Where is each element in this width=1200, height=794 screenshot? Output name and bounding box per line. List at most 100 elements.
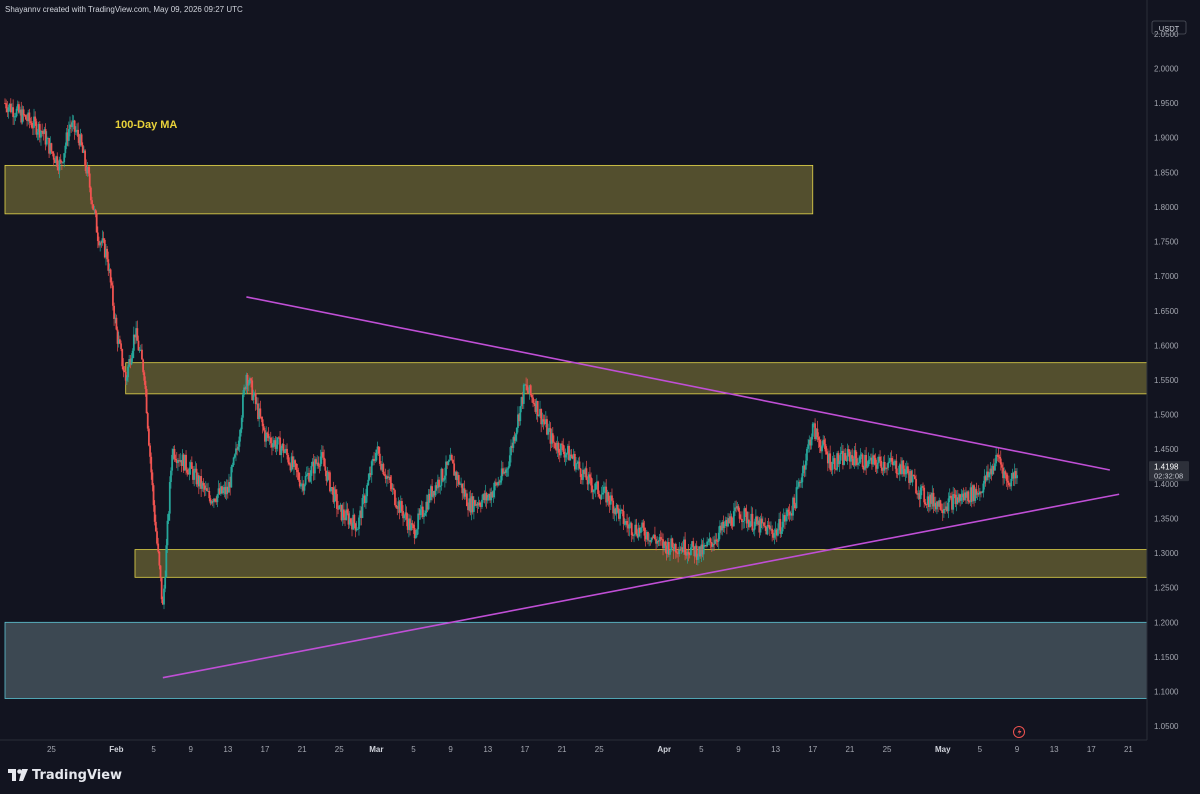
candle-body bbox=[789, 513, 792, 516]
candle-body bbox=[59, 159, 62, 162]
candle-body bbox=[669, 550, 671, 555]
candle-body bbox=[534, 404, 537, 412]
candle-body bbox=[330, 487, 333, 492]
candle-body bbox=[512, 437, 515, 448]
candle-body bbox=[316, 462, 319, 464]
candle-body bbox=[92, 204, 95, 210]
zone-supply[interactable] bbox=[4, 164, 814, 215]
candle-body bbox=[317, 462, 320, 466]
candle-body bbox=[101, 238, 104, 243]
candle-body bbox=[127, 366, 129, 378]
candle-body bbox=[122, 366, 125, 371]
candle-body bbox=[322, 452, 324, 458]
candle-body bbox=[403, 515, 406, 519]
candle-body bbox=[879, 456, 881, 461]
logo-text: TradingView bbox=[32, 767, 123, 783]
candle-body bbox=[197, 475, 200, 487]
candle-body bbox=[803, 465, 806, 470]
candle-body bbox=[948, 495, 951, 499]
candle-body bbox=[777, 528, 779, 536]
candle-body bbox=[630, 523, 633, 536]
zone-support[interactable] bbox=[134, 549, 1148, 578]
candle-body bbox=[56, 156, 59, 167]
time-tick: 13 bbox=[771, 745, 780, 754]
candle-body bbox=[490, 492, 493, 501]
candle-body bbox=[865, 454, 868, 468]
candle-body bbox=[730, 516, 733, 526]
candle-body bbox=[399, 501, 402, 513]
candle-body bbox=[109, 269, 112, 283]
candle-body bbox=[676, 552, 678, 554]
candle-body bbox=[336, 494, 338, 509]
candle-body bbox=[51, 151, 54, 154]
candle-body bbox=[861, 454, 864, 468]
candle-body bbox=[196, 475, 199, 485]
candle-body bbox=[875, 464, 878, 469]
candle-body bbox=[225, 486, 228, 495]
candle-body bbox=[686, 551, 689, 556]
candle-body bbox=[561, 443, 563, 445]
candle-body bbox=[960, 497, 963, 501]
candle-body bbox=[28, 112, 31, 122]
candle-body bbox=[128, 359, 131, 367]
candle-body bbox=[85, 165, 88, 174]
candle-body bbox=[984, 476, 987, 481]
candle-body bbox=[576, 463, 579, 464]
candle-body bbox=[528, 385, 531, 393]
candle-body bbox=[601, 492, 604, 495]
candle-body bbox=[333, 489, 336, 503]
candle-body bbox=[218, 488, 221, 494]
candle-body bbox=[388, 476, 391, 478]
candle-body bbox=[973, 485, 975, 501]
candle-body bbox=[788, 511, 791, 516]
candle-body bbox=[329, 472, 331, 492]
candle-body bbox=[620, 509, 623, 511]
time-axis[interactable]: 25 Feb 5 9 13 17 21 25 Mar 5 9 13 17 21 25 Apr 5 9 13 17 21 2… bbox=[0, 739, 1147, 754]
tradingview-logo[interactable]: TradingView bbox=[8, 766, 122, 784]
triangle-line-lower[interactable] bbox=[162, 493, 1120, 679]
candle-body bbox=[327, 472, 330, 474]
time-tick: 9 bbox=[448, 745, 453, 754]
candle-body bbox=[151, 472, 154, 486]
candle-body bbox=[535, 401, 538, 412]
candle-body bbox=[918, 493, 921, 500]
candle-body bbox=[573, 453, 576, 470]
candle-body bbox=[862, 467, 865, 470]
candle-body bbox=[996, 454, 999, 456]
candle-body bbox=[772, 533, 775, 538]
candle-body bbox=[384, 475, 387, 479]
candle-body bbox=[265, 432, 268, 442]
candle-body bbox=[785, 516, 787, 522]
candle-body bbox=[454, 472, 457, 476]
currency-badge[interactable]: USDT bbox=[1151, 20, 1187, 35]
triangle-line-upper[interactable] bbox=[246, 296, 1111, 471]
candle-body bbox=[428, 493, 431, 501]
candle-body bbox=[692, 541, 695, 547]
candle-body bbox=[79, 134, 82, 146]
candle-body bbox=[938, 500, 941, 507]
candle-body bbox=[69, 124, 71, 130]
time-tick: 5 bbox=[151, 745, 156, 754]
candle-body bbox=[793, 497, 796, 505]
candle-body bbox=[806, 448, 808, 461]
candle-body bbox=[562, 444, 565, 452]
zone-demand[interactable] bbox=[4, 621, 1148, 699]
candle-body bbox=[334, 489, 337, 495]
candle-body bbox=[874, 457, 877, 465]
candle-body bbox=[110, 282, 113, 286]
candle-body bbox=[786, 509, 789, 517]
candle-body bbox=[120, 343, 122, 350]
candle-body bbox=[888, 461, 891, 463]
candle-body bbox=[83, 150, 85, 153]
candle-body bbox=[687, 551, 690, 555]
candle-body bbox=[670, 538, 673, 551]
candle-body bbox=[235, 448, 237, 455]
zone-resistance[interactable] bbox=[125, 362, 1148, 395]
lightning-icon[interactable] bbox=[1013, 726, 1025, 738]
candle-body bbox=[233, 454, 236, 458]
candle-body bbox=[953, 494, 956, 496]
candle-body bbox=[366, 485, 368, 497]
